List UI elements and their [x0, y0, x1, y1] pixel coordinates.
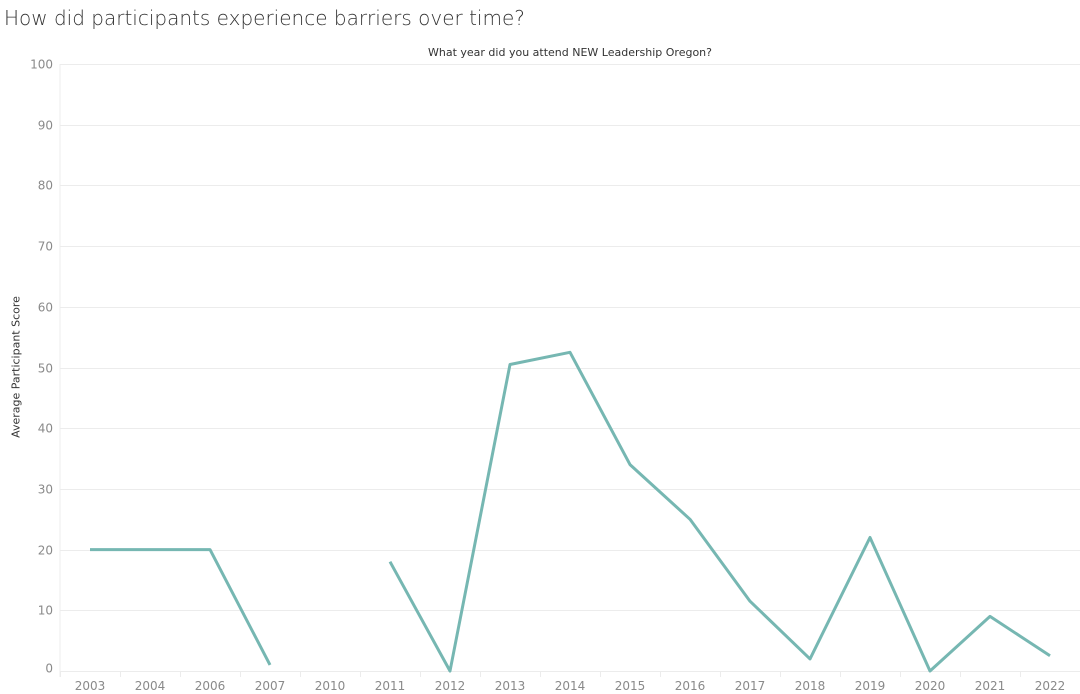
page-title: How did participants experience barriers…: [4, 6, 525, 30]
y-tick-label: 0: [45, 662, 53, 676]
x-tick-label: 2017: [735, 679, 766, 693]
series-line-segment[interactable]: [388, 350, 1051, 673]
y-tick-label: 30: [38, 483, 53, 497]
x-axis-ticks: 2003 2004 2006 2007 2010 2011 2012 2013 2014 2015…: [60, 672, 1066, 693]
y-tick-label: 60: [38, 301, 53, 315]
x-tick-label: 2022: [1035, 679, 1066, 693]
series-line-segment[interactable]: [90, 548, 272, 666]
x-tick-label: 2010: [315, 679, 346, 693]
x-axis-title: What year did you attend NEW Leadership …: [428, 46, 712, 59]
x-tick-label: 2006: [195, 679, 226, 693]
gridlines: [59, 64, 1080, 677]
x-tick-label: 2020: [915, 679, 946, 693]
y-tick-label: 40: [38, 422, 53, 436]
y-tick-label: 20: [38, 544, 53, 558]
x-tick-label: 2004: [135, 679, 166, 693]
y-tick-label: 90: [38, 119, 53, 133]
x-tick-label: 2007: [255, 679, 286, 693]
x-tick-label: 2003: [75, 679, 106, 693]
y-tick-label: 70: [38, 240, 53, 254]
x-tick-label: 2015: [615, 679, 646, 693]
x-tick-label: 2013: [495, 679, 526, 693]
x-tick-label: 2014: [555, 679, 586, 693]
y-tick-label: 10: [38, 604, 53, 618]
y-axis-ticks: 0 10 20 30 40 50 60 70 80 90 100: [30, 58, 53, 676]
x-tick-label: 2016: [675, 679, 706, 693]
x-tick-label: 2021: [975, 679, 1006, 693]
x-tick-label: 2018: [795, 679, 826, 693]
y-tick-label: 100: [30, 58, 53, 72]
y-tick-label: 50: [38, 362, 53, 376]
data-line[interactable]: [90, 350, 1051, 673]
x-tick-label: 2019: [855, 679, 886, 693]
y-tick-label: 80: [38, 179, 53, 193]
x-tick-label: 2011: [375, 679, 406, 693]
x-tick-label: 2012: [435, 679, 466, 693]
